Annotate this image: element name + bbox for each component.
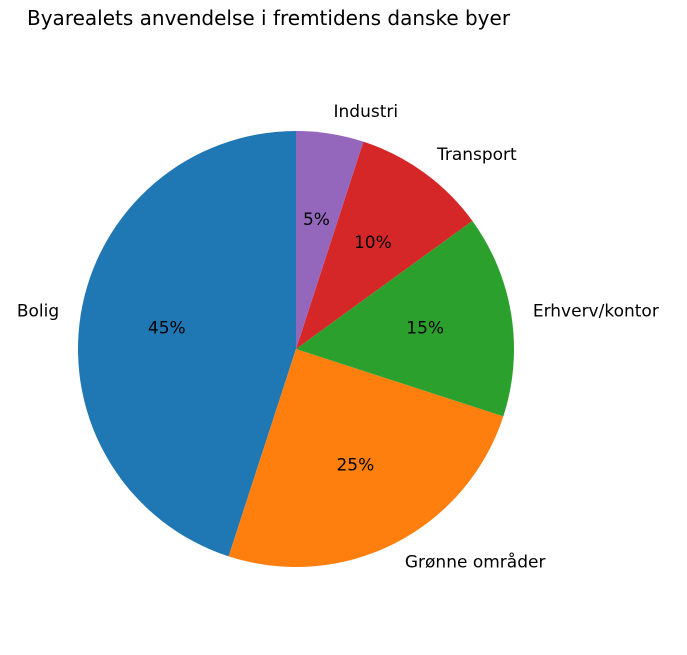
pct-label-industri: 5% bbox=[303, 210, 330, 230]
pie-slice-gronne-omrader bbox=[228, 349, 504, 567]
pie-slice-industri bbox=[296, 131, 364, 349]
slice-label-erhverv-kontor: Erhverv/kontor bbox=[533, 301, 659, 321]
pie-slices bbox=[78, 131, 514, 567]
pie-labels: 45% Bolig 25% Grønne områder 15% Erhverv/kont… bbox=[17, 102, 659, 573]
slice-label-bolig: Bolig bbox=[17, 301, 59, 321]
chart-title: Byarealets anvendelse i fremtidens dansk… bbox=[27, 6, 511, 30]
pct-label-bolig: 45% bbox=[148, 319, 186, 339]
pct-label-gronne-omrader: 25% bbox=[336, 456, 374, 476]
pie-slice-erhverv-kontor bbox=[296, 220, 514, 417]
pie-slice-bolig bbox=[78, 131, 297, 557]
slice-label-gronne-omrader: Grønne områder bbox=[405, 552, 546, 573]
pct-label-transport: 10% bbox=[354, 233, 392, 253]
slice-label-transport: Transport bbox=[436, 145, 517, 165]
pie-slice-transport bbox=[296, 141, 473, 349]
slice-label-industri: Industri bbox=[334, 102, 399, 122]
pct-label-erhverv-kontor: 15% bbox=[406, 319, 444, 339]
